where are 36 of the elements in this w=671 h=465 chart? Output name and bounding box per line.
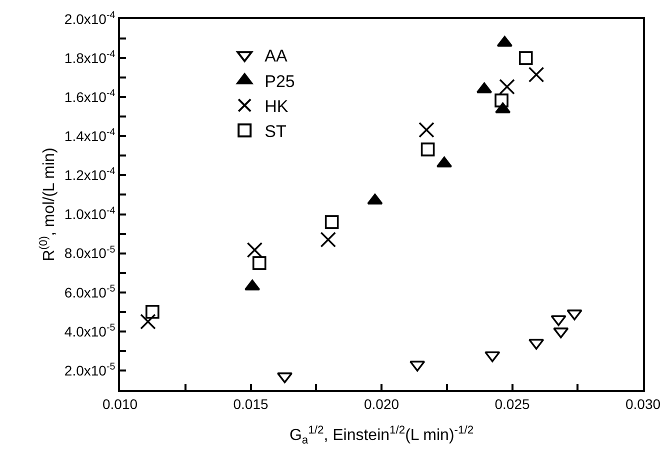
legend-label: ST — [264, 122, 286, 142]
x-tick-label: 0.020 — [364, 396, 400, 412]
x-tick-label: 0.010 — [102, 396, 138, 412]
x-tick-label: 0.025 — [494, 396, 530, 412]
y-tick-label: 1.2x10$^{-4}$ — [64, 166, 116, 184]
y-tick-label: 2.0x10$^{-4}$ — [64, 10, 116, 27]
y-tick-label: 4.0x10$^{-5}$ — [64, 322, 116, 340]
point — [140, 314, 156, 330]
y-tick-label: 8.0x10$^{-5}$ — [64, 244, 116, 262]
y-tick-label: 1.8x10$^{-4}$ — [64, 49, 116, 66]
x-tick-label: 0.015 — [233, 396, 268, 412]
point — [518, 51, 533, 65]
y-tick-label: 1.4x10$^{-4}$ — [64, 127, 116, 144]
point — [494, 94, 508, 108]
point — [320, 232, 336, 248]
y-tick-label: 6.0x10$^{-5}$ — [64, 283, 116, 300]
point — [146, 304, 160, 319]
point — [528, 66, 544, 83]
y-tick-label: 2.0x10$^{-5}$ — [64, 361, 116, 378]
legend-label: P25 — [264, 72, 295, 91]
y-tick-label: 1.6x10$^{-4}$ — [64, 88, 116, 106]
point — [418, 122, 434, 138]
legend-label: AA — [264, 46, 288, 66]
point — [550, 315, 566, 326]
legend-label: HK — [264, 96, 289, 116]
point — [496, 36, 512, 47]
point — [410, 360, 426, 372]
y-tick-label: 1.0x10$^{-4}$ — [64, 205, 116, 222]
point — [324, 215, 339, 229]
x-tick-label: 0.030 — [625, 396, 661, 412]
point — [246, 242, 263, 258]
x-axis-title: G$_{a}$$^{1/2}$, Einstein$^{1/2}$(L min)$^{-1/2}$ — [289, 424, 474, 446]
point — [499, 78, 515, 95]
point — [484, 351, 500, 362]
point — [252, 256, 266, 270]
point — [420, 142, 435, 156]
